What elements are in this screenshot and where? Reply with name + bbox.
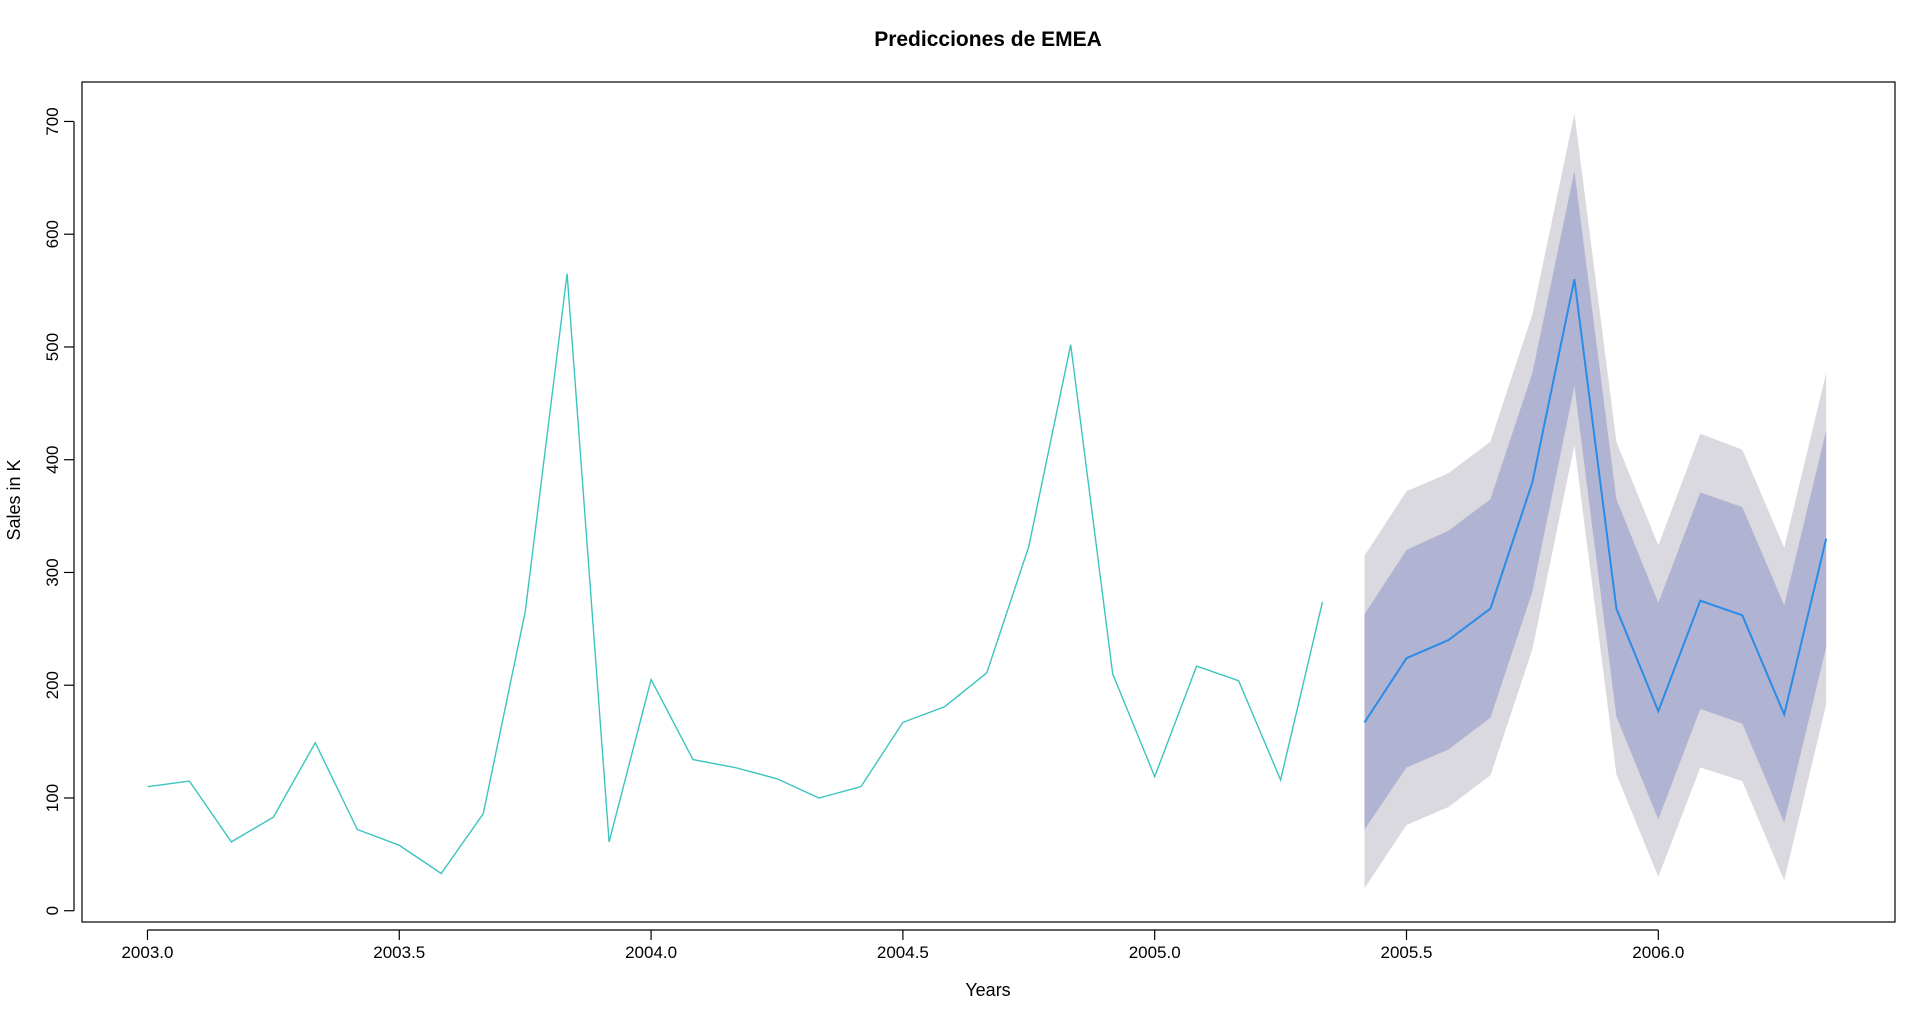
y-tick-label: 0 bbox=[43, 906, 62, 915]
x-tick-label: 2003.5 bbox=[373, 943, 425, 962]
forecast-mean-line bbox=[1363, 279, 1828, 723]
y-tick-label: 700 bbox=[43, 107, 62, 135]
x-tick-label: 2004.5 bbox=[877, 943, 929, 962]
prediction-band-80 bbox=[1364, 171, 1827, 830]
x-tick-label: 2004.0 bbox=[625, 943, 677, 962]
x-axis-label: Years bbox=[965, 980, 1010, 1000]
x-tick-label: 2005.5 bbox=[1380, 943, 1432, 962]
y-tick-label: 200 bbox=[43, 671, 62, 699]
y-tick-label: 400 bbox=[43, 446, 62, 474]
x-tick-label: 2006.0 bbox=[1632, 943, 1684, 962]
x-axis: 2003.0 2003.5 2004.0 2004.5 2005.0 2005.5 2006… bbox=[121, 929, 1684, 962]
historical-series bbox=[147, 273, 1324, 875]
y-axis-label: Sales in K bbox=[4, 459, 24, 540]
y-tick-label: 500 bbox=[43, 333, 62, 361]
y-tick-label: 600 bbox=[43, 220, 62, 248]
historical-line bbox=[147, 273, 1324, 875]
y-axis: 0 100 200 300 400 500 600 700 bbox=[43, 107, 75, 915]
y-tick-label: 300 bbox=[43, 558, 62, 586]
plot-frame bbox=[81, 81, 1896, 923]
band-80-area bbox=[1364, 171, 1827, 830]
x-tick-label: 2005.0 bbox=[1129, 943, 1181, 962]
forecast-series bbox=[1363, 279, 1828, 723]
chart-title: Predicciones de EMEA bbox=[874, 28, 1102, 51]
x-tick-label: 2003.0 bbox=[121, 943, 173, 962]
y-tick-label: 100 bbox=[43, 784, 62, 812]
